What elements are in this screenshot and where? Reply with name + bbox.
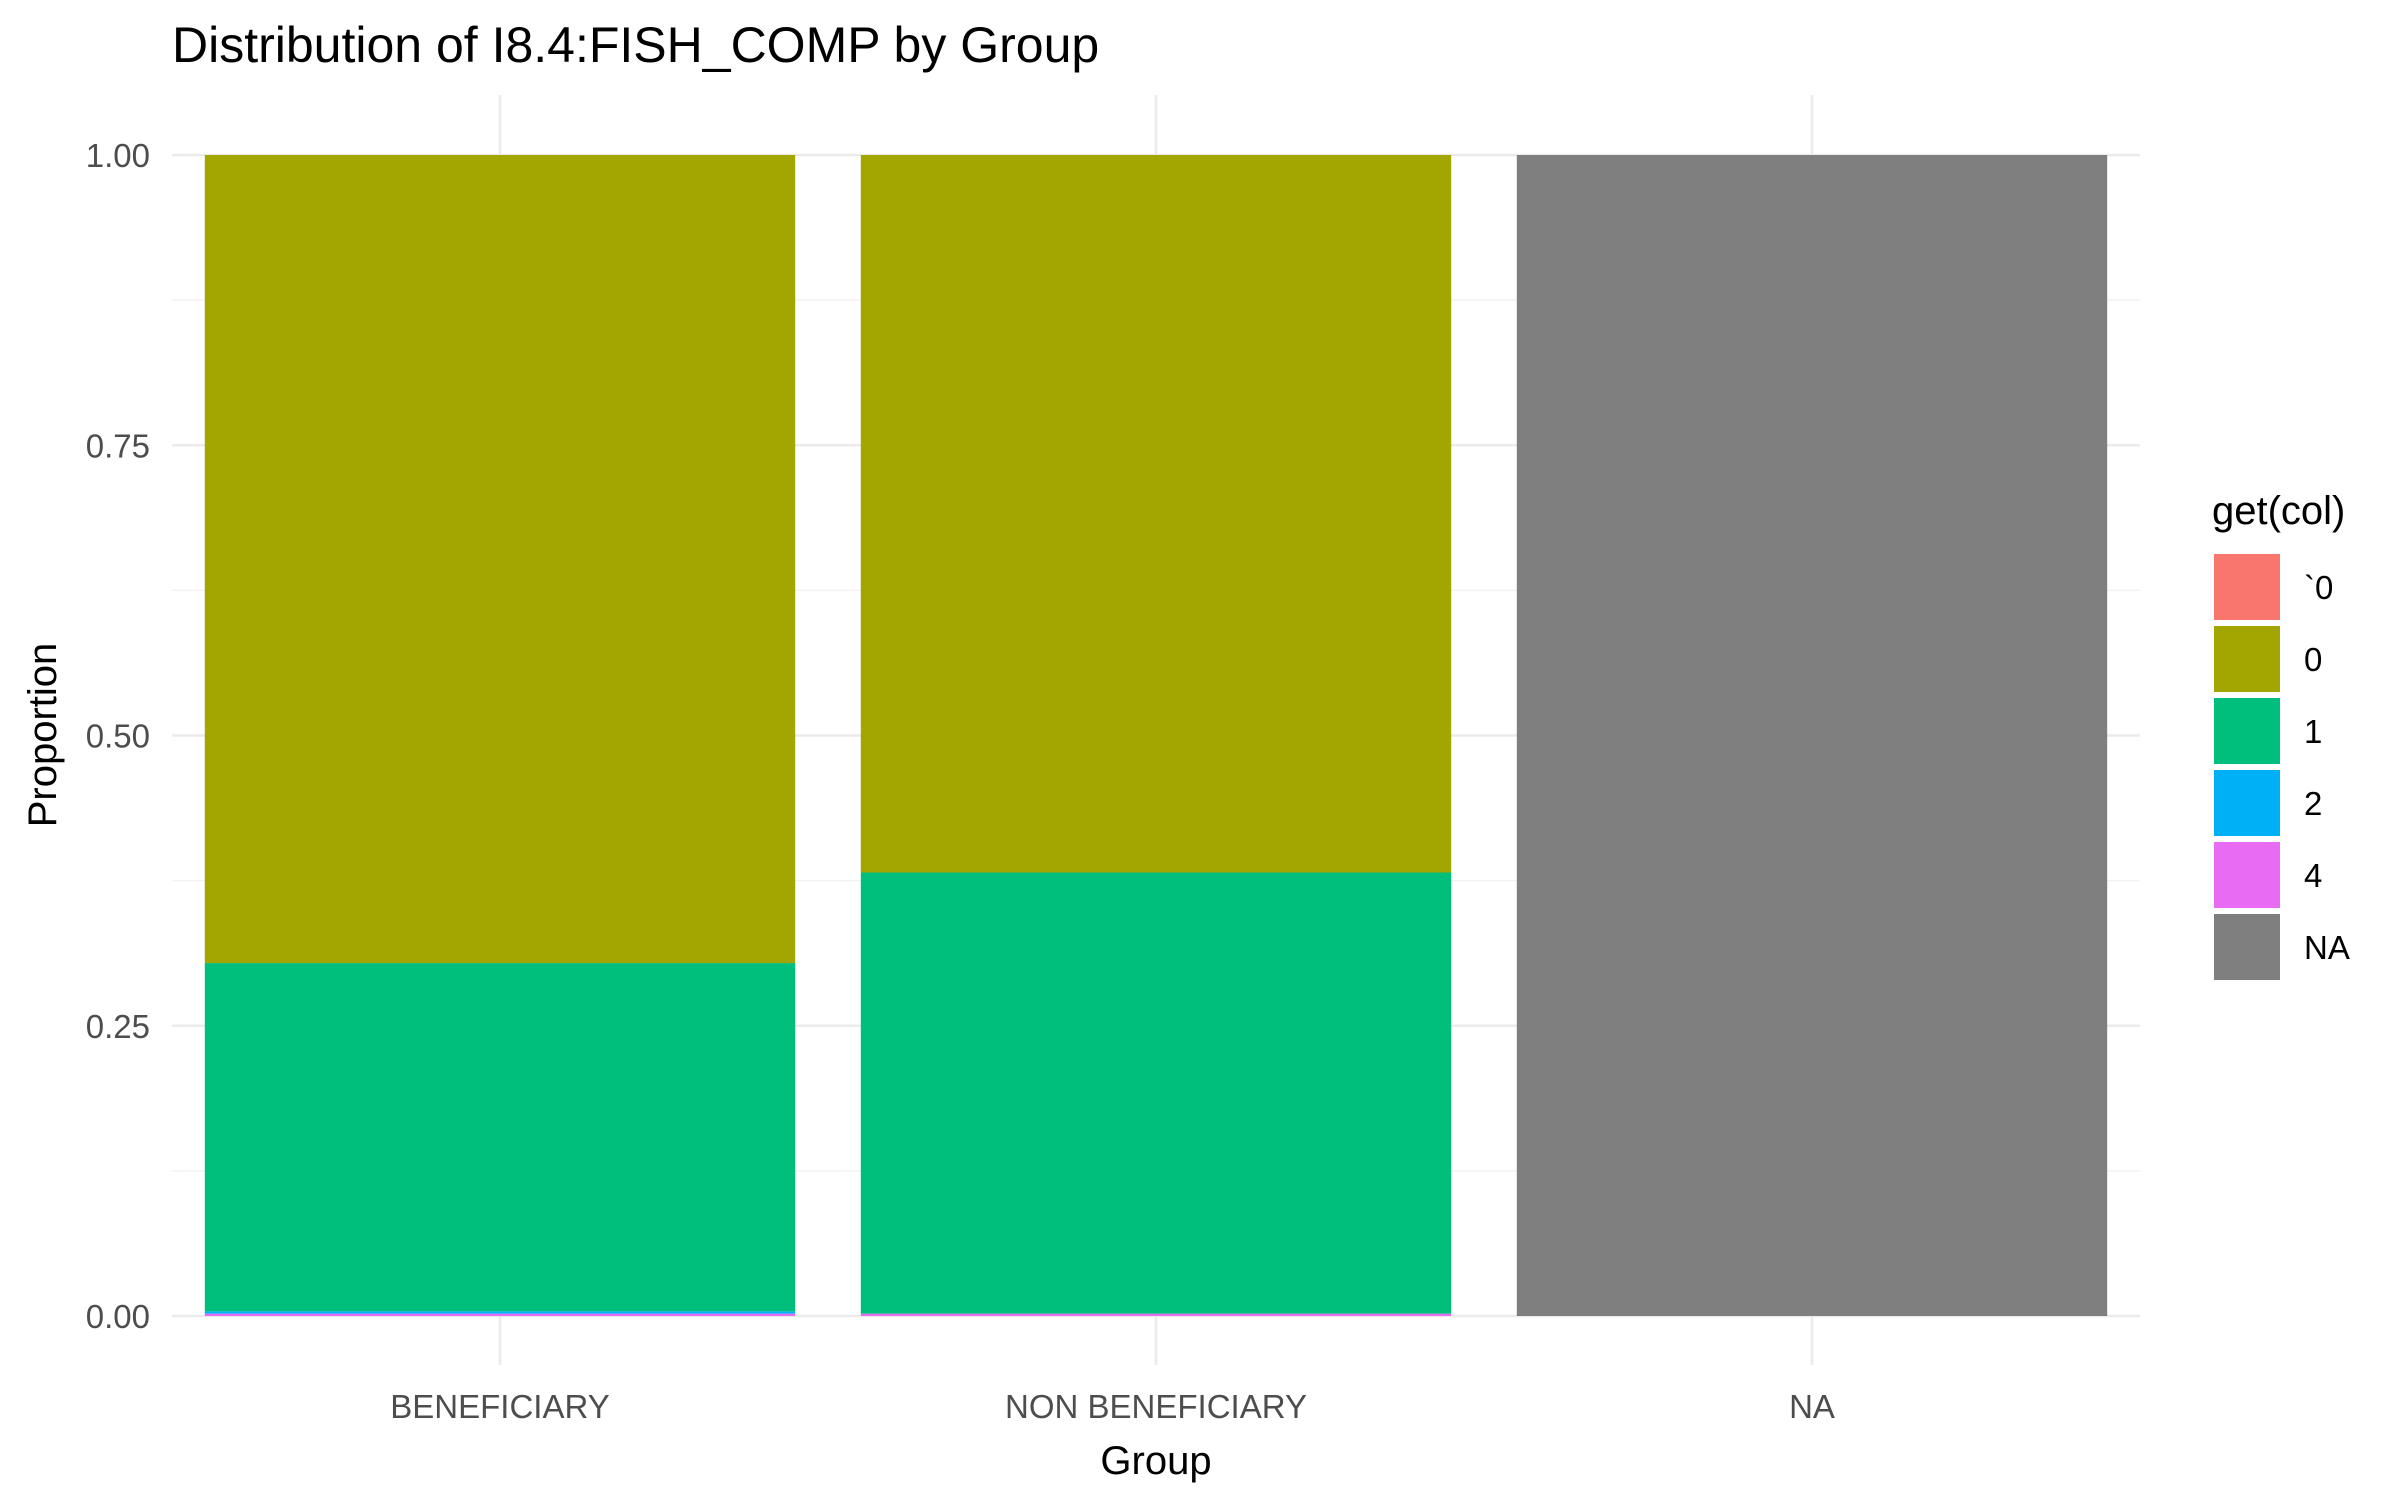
legend-key [2214, 554, 2280, 620]
bar-segment [204, 963, 796, 1312]
legend-label: 0 [2304, 641, 2322, 678]
bar-segment [860, 872, 1452, 1314]
chart-title: Distribution of I8.4:FISH_COMP by Group [172, 17, 1099, 73]
legend-label: NA [2304, 929, 2350, 966]
x-axis-title: Group [1100, 1439, 1211, 1483]
bar-segment [204, 155, 796, 964]
bar-segment [860, 155, 1452, 873]
y-tick-labels: 0.00 0.25 0.50 0.75 1.00 [86, 137, 150, 1335]
legend-title: get(col) [2212, 489, 2345, 533]
legend-key [2214, 770, 2280, 836]
legend-label: 4 [2304, 857, 2322, 894]
bar-segment [860, 1313, 1452, 1316]
y-tick-label: 0.00 [86, 1298, 150, 1335]
legend: get(col) `0 0 1 2 4 NA [2212, 489, 2350, 980]
x-tick-label: NON BENEFICIARY [1005, 1388, 1307, 1425]
x-tick-label: NA [1789, 1388, 1835, 1425]
legend-label: 2 [2304, 785, 2322, 822]
legend-key [2214, 842, 2280, 908]
bar-segment [204, 1311, 796, 1314]
y-tick-label: 0.50 [86, 718, 150, 755]
legend-label: 1 [2304, 713, 2322, 750]
y-tick-label: 0.25 [86, 1008, 150, 1045]
y-tick-label: 1.00 [86, 137, 150, 174]
x-tick-label: BENEFICIARY [390, 1388, 609, 1425]
legend-key [2214, 914, 2280, 980]
y-axis-title: Proportion [21, 643, 65, 828]
x-tick-labels: BENEFICIARY NON BENEFICIARY NA [390, 1388, 1835, 1425]
bar-segment [204, 1313, 796, 1316]
legend-key [2214, 626, 2280, 692]
y-tick-label: 0.75 [86, 427, 150, 464]
legend-label: `0 [2304, 569, 2333, 606]
bar-segment [1516, 155, 2108, 1316]
bars [204, 155, 2108, 1316]
legend-key [2214, 698, 2280, 764]
